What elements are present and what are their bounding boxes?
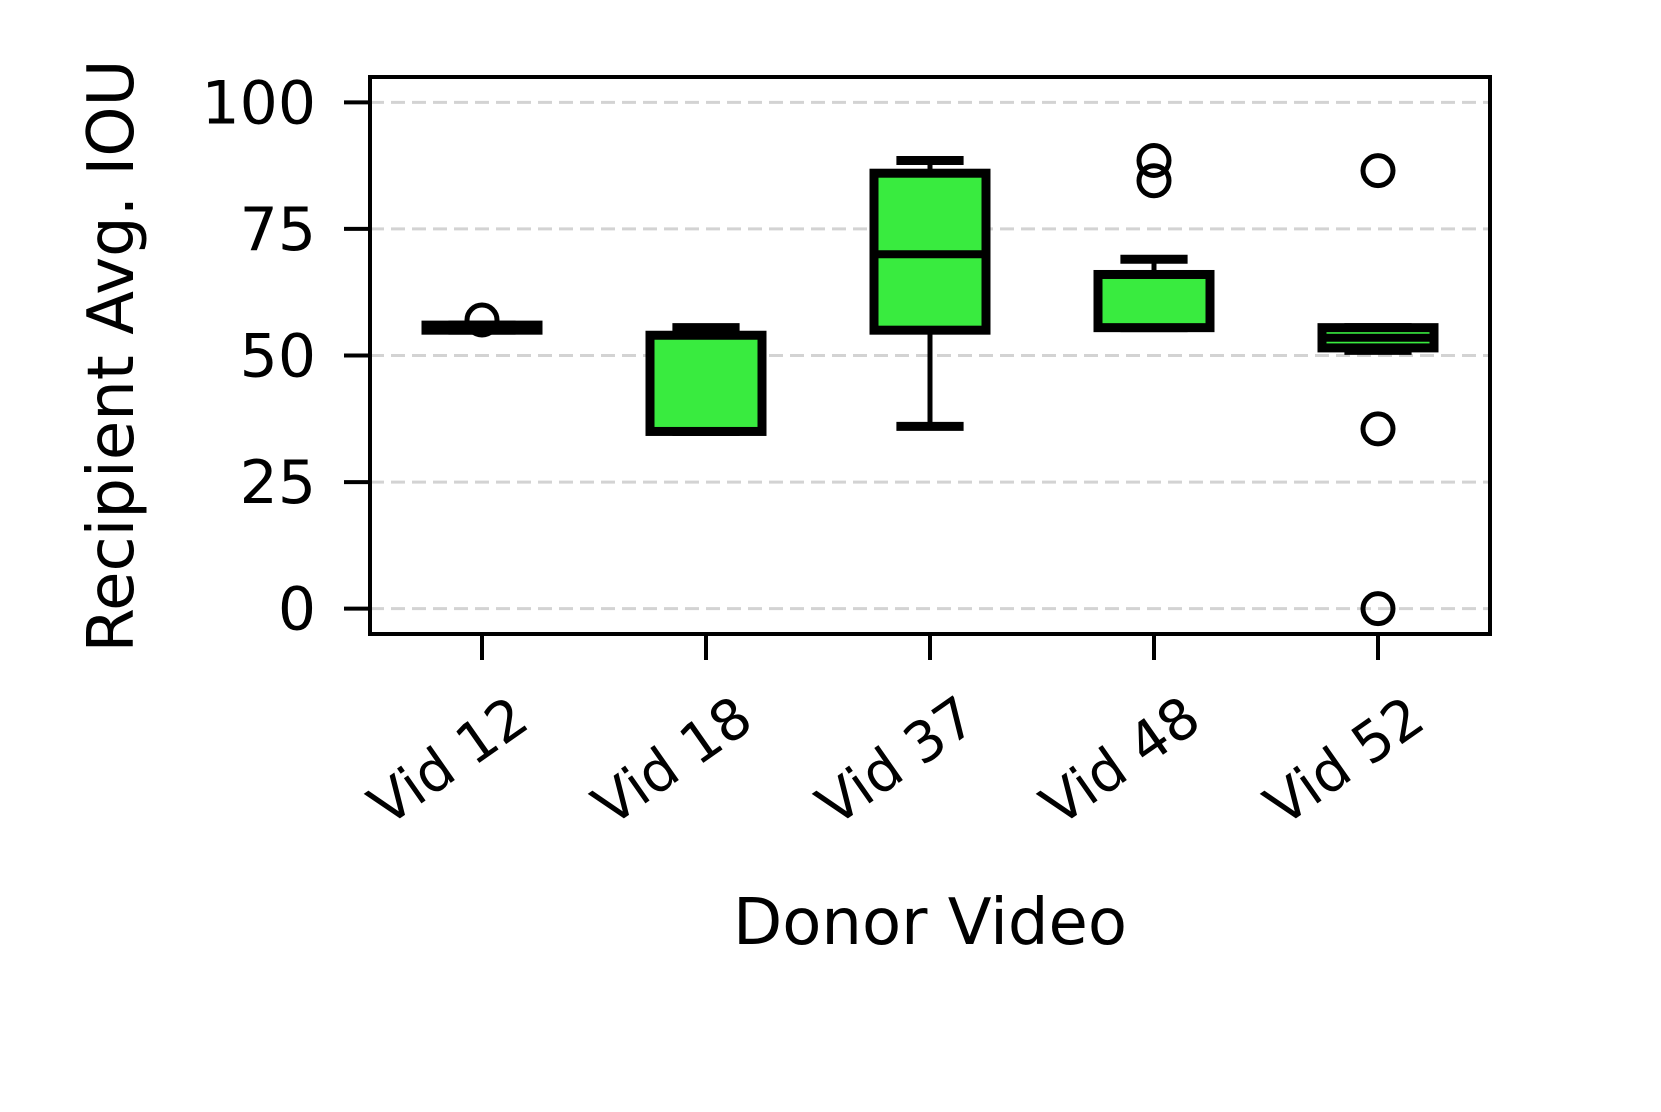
outlier-point <box>464 302 500 338</box>
x-tick-label: Vid 48 <box>1030 684 1212 839</box>
y-tick-label: 0 <box>278 575 316 645</box>
x-tick-label: Vid 52 <box>1254 684 1436 839</box>
outlier-point <box>1360 153 1396 189</box>
box-group <box>1317 153 1439 627</box>
x-tick-label: Vid 18 <box>582 684 764 839</box>
x-axis-title: Donor Video <box>733 886 1127 960</box>
y-tick-label: 100 <box>201 68 316 138</box>
box <box>1093 269 1215 333</box>
box-series <box>421 143 1439 627</box>
box-group <box>1093 143 1215 333</box>
outlier-point <box>1360 591 1396 627</box>
outlier-point <box>1360 411 1396 447</box>
box <box>645 330 767 436</box>
box-group <box>869 156 991 431</box>
x-tick-label: Vid 12 <box>358 684 540 839</box>
y-axis: 0 25 50 75 100 <box>201 68 370 645</box>
box-group <box>645 323 767 436</box>
outlier-point <box>1136 163 1172 199</box>
y-tick-label: 75 <box>240 195 316 265</box>
x-axis: Vid 12 Vid 18 Vid 37 Vid 48 Vid 52 <box>358 634 1436 839</box>
y-tick-label: 25 <box>240 448 316 518</box>
outlier-point <box>1136 143 1172 179</box>
box-group <box>421 302 543 338</box>
x-tick-label: Vid 37 <box>806 684 988 839</box>
y-tick-label: 50 <box>240 322 316 392</box>
y-axis-title: Recipient Avg. IOU <box>75 59 149 652</box>
